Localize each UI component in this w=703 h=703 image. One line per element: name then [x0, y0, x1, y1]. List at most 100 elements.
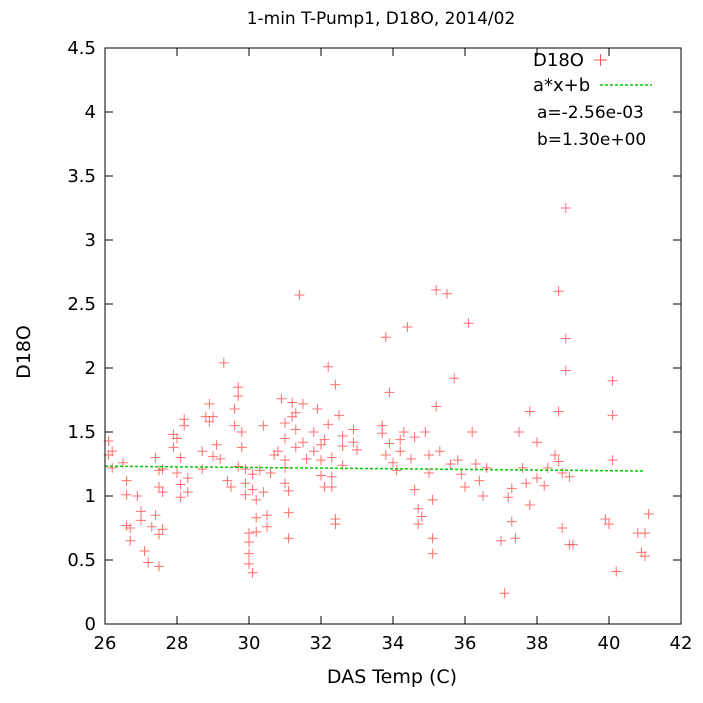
data-point [409, 484, 420, 495]
data-point [146, 521, 157, 532]
data-point [323, 361, 334, 372]
axis-ticks: 26 28 30 32 34 36 38 40 42 0 0.5 1 1.5 2 2.5 3 3.5 4 4.5 [67, 38, 692, 654]
data-point [179, 414, 190, 425]
data-point [233, 391, 244, 402]
data-point [564, 471, 575, 482]
data-point [157, 524, 168, 535]
x-tick-label: 42 [670, 633, 693, 654]
data-point [312, 403, 323, 414]
data-point [506, 516, 517, 527]
data-point [456, 469, 467, 480]
legend-label-d18o: D18O [533, 50, 584, 71]
data-point [380, 332, 391, 343]
data-point [280, 433, 290, 444]
x-tick-label: 30 [238, 633, 261, 654]
data-point [470, 459, 481, 469]
data-point [496, 535, 506, 546]
data-point [182, 473, 193, 484]
data-point [182, 487, 193, 498]
y-tick-label: 1.5 [67, 422, 96, 443]
data-point [125, 523, 136, 533]
data-point [607, 455, 618, 466]
data-point [326, 482, 337, 493]
data-point [244, 558, 254, 569]
data-point [258, 420, 269, 431]
data-point [233, 461, 244, 472]
data-point [154, 482, 164, 493]
y-tick-label: 0 [85, 614, 96, 635]
data-point [553, 406, 564, 417]
data-point [308, 427, 319, 437]
data-point [226, 482, 236, 493]
data-point [136, 506, 146, 517]
data-point [236, 442, 247, 453]
data-point [434, 446, 445, 457]
data-point [215, 453, 226, 464]
data-point [265, 467, 276, 478]
data-point [427, 548, 438, 559]
data-point [262, 521, 272, 532]
y-axis-title: D18O [13, 325, 35, 379]
data-point [521, 478, 532, 489]
data-point [283, 485, 294, 496]
data-point [229, 420, 240, 431]
data-point [420, 427, 431, 437]
x-tick-label: 34 [382, 633, 405, 654]
data-point [604, 519, 614, 530]
data-point [330, 519, 341, 530]
data-point [287, 397, 298, 408]
data-point [251, 512, 262, 523]
legend-label-fit: a*x+b [533, 75, 590, 96]
data-point [424, 467, 434, 478]
data-point [334, 410, 344, 421]
data-point [254, 465, 265, 476]
data-point [172, 433, 182, 444]
data-point [290, 424, 301, 435]
data-point [121, 489, 132, 500]
data-point [398, 427, 409, 437]
data-point [236, 427, 247, 437]
y-tick-label: 3 [85, 230, 96, 251]
data-point [154, 529, 164, 540]
data-point [445, 459, 456, 469]
data-point [467, 427, 478, 437]
data-point [416, 511, 427, 522]
data-point [229, 403, 240, 414]
data-point [218, 357, 229, 368]
data-point [150, 510, 161, 521]
data-point [175, 452, 186, 463]
data-point [514, 427, 524, 437]
data-point [125, 535, 136, 546]
x-tick-label: 36 [454, 633, 477, 654]
data-point [323, 419, 334, 430]
data-point [262, 510, 272, 521]
data-point [222, 475, 233, 486]
data-point [611, 566, 622, 577]
data-point [280, 418, 290, 429]
data-point [197, 446, 208, 457]
fit-slope-annotation: a=-2.56e-03 [537, 103, 644, 123]
data-point [168, 442, 179, 453]
data-point [251, 526, 262, 537]
y-tick-label: 2.5 [67, 294, 96, 315]
data-point [301, 453, 312, 464]
data-point [503, 492, 514, 503]
data-point [316, 470, 326, 481]
data-point [294, 290, 305, 301]
data-point [560, 333, 571, 344]
data-point [298, 398, 308, 409]
data-point [290, 442, 301, 453]
y-tick-label: 0.5 [67, 550, 96, 571]
data-point [384, 438, 395, 449]
data-point [643, 508, 654, 519]
fit-intercept-annotation: b=1.30e+00 [537, 130, 646, 150]
data-point [240, 464, 251, 475]
data-point [600, 514, 611, 525]
data-point [240, 478, 251, 489]
data-point [560, 203, 571, 213]
data-point [607, 375, 618, 386]
data-point [460, 482, 470, 493]
data-point [175, 479, 186, 490]
data-point [524, 499, 535, 510]
data-point [560, 365, 571, 376]
